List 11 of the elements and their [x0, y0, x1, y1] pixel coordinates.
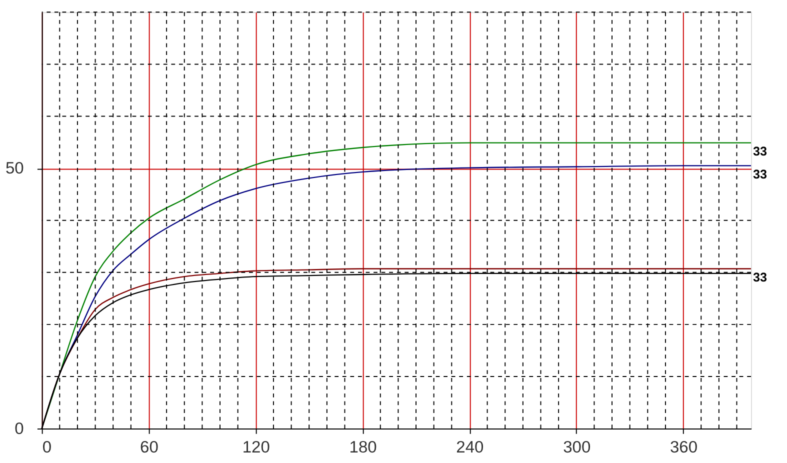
text: 33 [752, 144, 767, 158]
text: 33 [752, 167, 767, 182]
x-tick-label: 180 [349, 437, 377, 456]
x-tick-label: 360 [670, 437, 698, 456]
x-tick-label: 0 [42, 437, 52, 456]
text: 33 [752, 270, 767, 284]
x-tick-label: 240 [456, 437, 484, 456]
y-tick-label: 50 [5, 158, 24, 178]
x-tick-label: 60 [140, 437, 158, 456]
x-tick-label: 120 [242, 437, 270, 456]
x-tick-label: 300 [563, 437, 591, 456]
